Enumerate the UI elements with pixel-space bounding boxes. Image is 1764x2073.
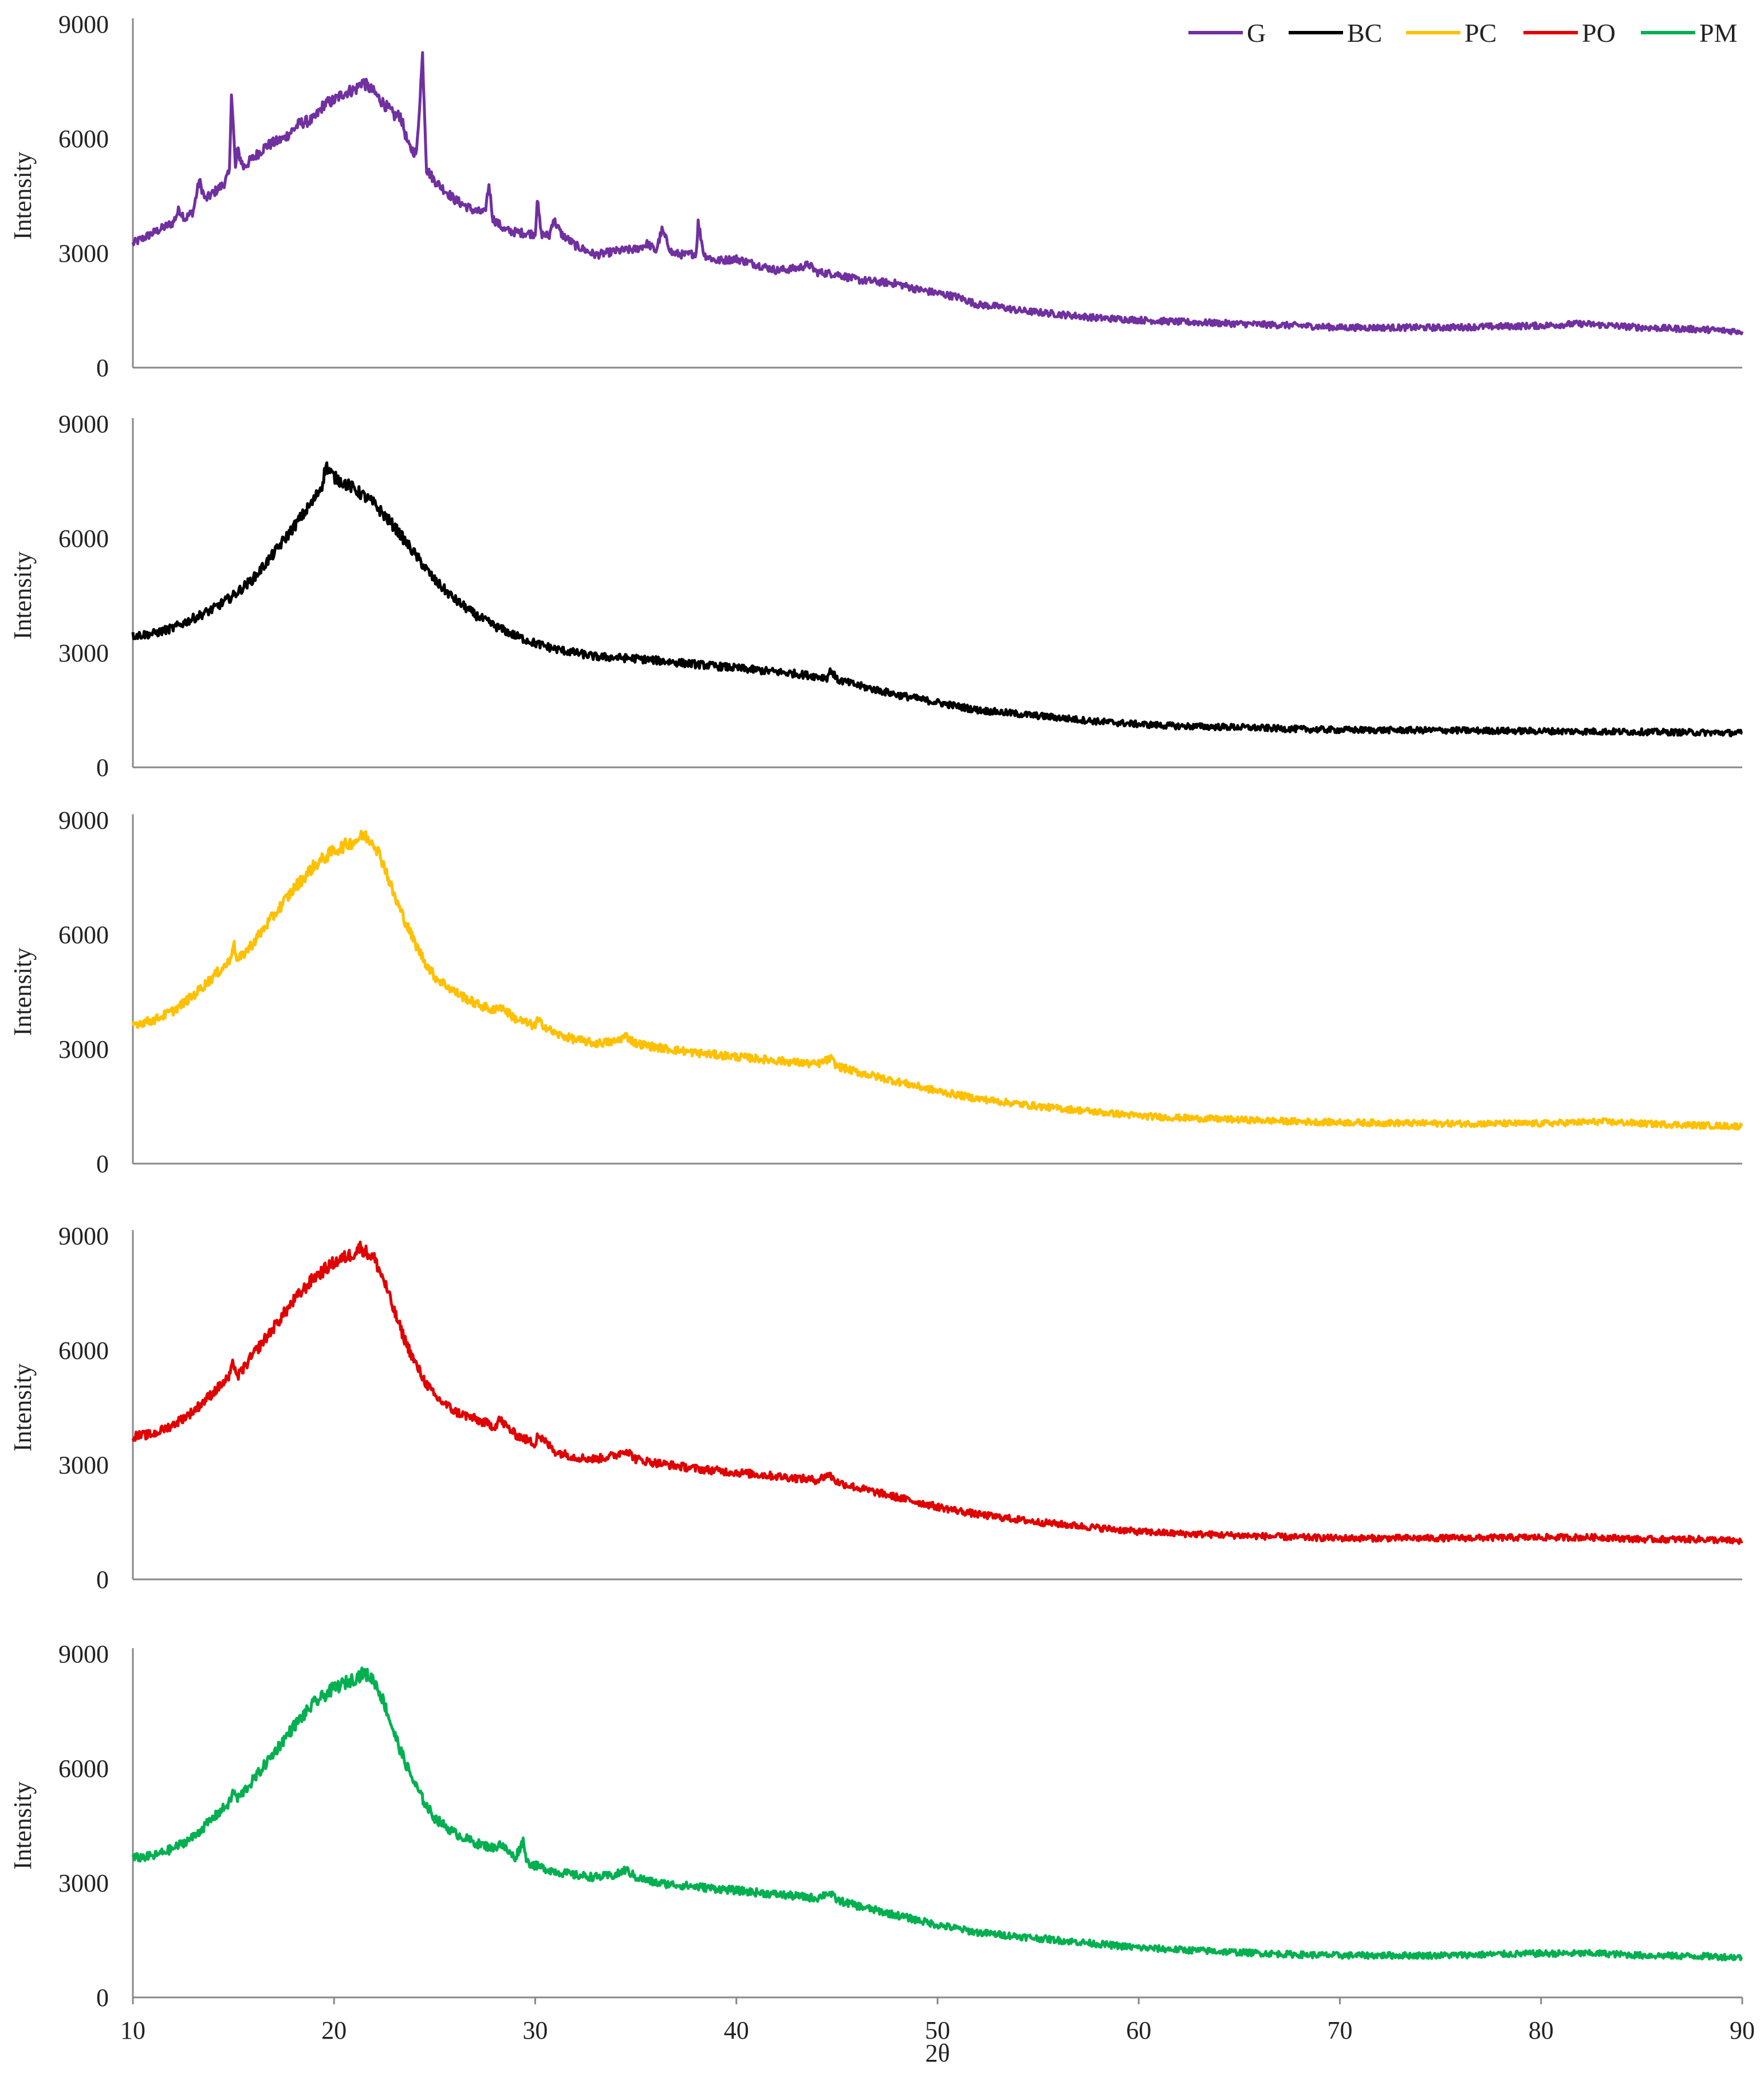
y-axis-label: Intensity bbox=[9, 1363, 37, 1452]
legend-label: PC bbox=[1464, 18, 1497, 48]
x-tick-label: 10 bbox=[120, 2016, 145, 2044]
y-tick-label: 6000 bbox=[58, 1755, 109, 1783]
y-tick-label: 9000 bbox=[58, 410, 109, 438]
legend-label: G bbox=[1247, 18, 1266, 48]
y-axis-label: Intensity bbox=[9, 948, 37, 1036]
y-tick-label: 3000 bbox=[58, 639, 109, 667]
y-tick-label: 0 bbox=[96, 754, 109, 782]
legend-label: BC bbox=[1347, 18, 1382, 48]
legend-label: PO bbox=[1582, 18, 1616, 48]
x-tick-label: 90 bbox=[1730, 2016, 1755, 2044]
y-tick-label: 6000 bbox=[58, 1337, 109, 1365]
legend-item-bc: BC bbox=[1289, 18, 1382, 48]
legend-item-pc: PC bbox=[1406, 18, 1497, 48]
legend-label: PM bbox=[1699, 18, 1737, 48]
series-line-pm bbox=[131, 1666, 1743, 1962]
y-tick-label: 3000 bbox=[58, 1035, 109, 1063]
x-axis: 10 20 30 40 50 60 70 80 90 bbox=[120, 1997, 1755, 2044]
y-tick-label: 0 bbox=[96, 1150, 109, 1178]
series-line-po bbox=[131, 1240, 1743, 1545]
panel-pm: 0 3000 6000 9000 Intensity bbox=[9, 1640, 1743, 2012]
panel-g: 0 3000 6000 9000 Intensity bbox=[9, 10, 1744, 382]
y-tick-label: 0 bbox=[96, 1566, 109, 1594]
series-line-bc bbox=[131, 461, 1743, 738]
y-tick-label: 6000 bbox=[58, 525, 109, 553]
y-tick-label: 3000 bbox=[58, 1451, 109, 1479]
legend: G BC PC PO PM bbox=[1188, 18, 1737, 48]
x-tick-label: 30 bbox=[523, 2016, 548, 2044]
y-tick-label: 6000 bbox=[58, 921, 109, 949]
legend-item-g: G bbox=[1188, 18, 1266, 48]
y-axis-label: Intensity bbox=[9, 551, 37, 640]
panel-bc: 0 3000 6000 9000 Intensity bbox=[9, 410, 1743, 782]
y-tick-label: 9000 bbox=[58, 10, 109, 38]
x-tick-label: 80 bbox=[1529, 2016, 1554, 2044]
y-tick-label: 9000 bbox=[58, 806, 109, 834]
x-tick-label: 50 bbox=[925, 2016, 950, 2044]
y-tick-label: 3000 bbox=[58, 1869, 109, 1897]
x-tick-label: 70 bbox=[1328, 2016, 1353, 2044]
y-tick-label: 9000 bbox=[58, 1640, 109, 1668]
x-axis-label: 2θ bbox=[925, 2039, 950, 2067]
x-tick-label: 60 bbox=[1126, 2016, 1151, 2044]
y-tick-label: 3000 bbox=[58, 239, 109, 267]
y-tick-label: 9000 bbox=[58, 1222, 109, 1250]
y-axis-label: Intensity bbox=[9, 152, 37, 240]
y-tick-label: 0 bbox=[96, 354, 109, 382]
panel-po: 0 3000 6000 9000 Intensity bbox=[9, 1222, 1743, 1594]
series-line-g bbox=[131, 51, 1744, 336]
y-tick-label: 6000 bbox=[58, 125, 109, 153]
series-line-pc bbox=[131, 830, 1743, 1131]
panels: 0 3000 6000 9000 Intensity 0 3000 6000 9000 Inten… bbox=[9, 10, 1744, 2012]
legend-item-pm: PM bbox=[1641, 18, 1737, 48]
panel-pc: 0 3000 6000 9000 Intensity bbox=[9, 806, 1743, 1178]
y-tick-label: 0 bbox=[96, 1984, 109, 2012]
x-tick-label: 40 bbox=[724, 2016, 749, 2044]
legend-item-po: PO bbox=[1523, 18, 1616, 48]
x-tick-label: 20 bbox=[321, 2016, 346, 2044]
y-axis-label: Intensity bbox=[9, 1782, 37, 1870]
